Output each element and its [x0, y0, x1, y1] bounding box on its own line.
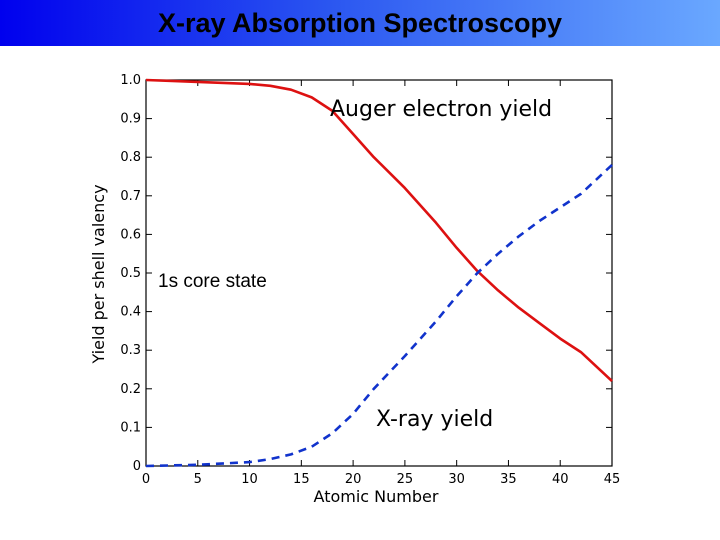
y-tick-label: 0.9 — [120, 112, 141, 127]
y-tick-label: 0.7 — [120, 189, 141, 204]
y-axis-label: Yield per shell valency — [89, 184, 108, 364]
x-tick-label: 45 — [604, 472, 621, 487]
labels-layer: 0 5 10 15 20 25 30 35 40 45 0 0.1 0.2 0.3 0.4 0.5 0.6 0.7… — [89, 73, 620, 506]
x-tick-label: 20 — [345, 472, 362, 487]
x-tick-label: 15 — [293, 472, 310, 487]
y-tick-label: 0.2 — [120, 382, 141, 397]
y-tick-label: 0.5 — [120, 266, 141, 281]
annotation-core-state: 1s core state — [158, 271, 267, 292]
y-tick-label: 0.3 — [120, 343, 141, 358]
series-layer — [145, 78, 613, 468]
series-line-xray-yield — [145, 163, 613, 468]
series-line-auger-yield — [145, 78, 613, 383]
y-tick-label: 0.8 — [120, 150, 141, 165]
y-tick-label: 0.4 — [120, 305, 141, 320]
y-tick-label: 0.1 — [120, 420, 141, 435]
series-label-auger: Auger electron yield — [330, 97, 552, 122]
x-tick-label: 30 — [448, 472, 465, 487]
title-bar — [0, 0, 720, 46]
x-tick-label: 10 — [241, 472, 258, 487]
axes — [145, 79, 613, 467]
y-tick-label: 0.6 — [120, 227, 141, 242]
y-tick-label: 0 — [133, 459, 141, 474]
slide-title: X-ray Absorption Spectroscopy — [157, 8, 563, 38]
yield-chart: 0 5 10 15 20 25 30 35 40 45 0 0.1 0.2 0.3 0.4 0.5 0.6 0.7… — [89, 73, 620, 506]
x-tick-label: 40 — [552, 472, 569, 487]
x-tick-label: 35 — [500, 472, 517, 487]
x-tick-label: 25 — [397, 472, 414, 487]
x-tick-label: 5 — [194, 472, 202, 487]
x-tick-label: 0 — [142, 472, 150, 487]
series-label-xray: X-ray yield — [376, 407, 493, 432]
y-tick-label: 1.0 — [120, 73, 141, 88]
x-axis-label: Atomic Number — [314, 487, 439, 506]
